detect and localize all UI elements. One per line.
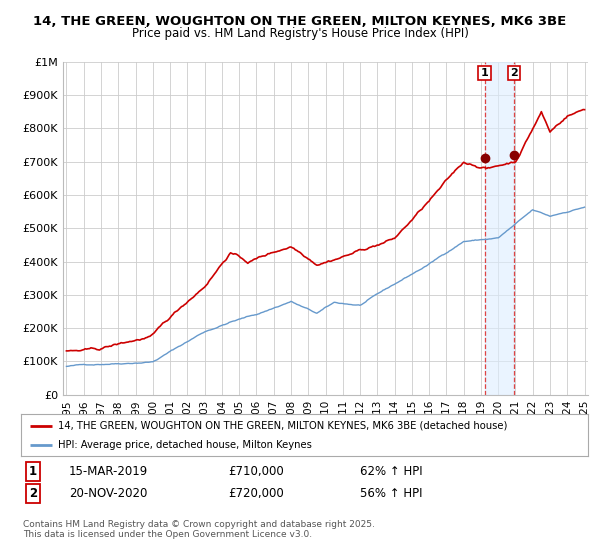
Text: Contains HM Land Registry data © Crown copyright and database right 2025.
This d: Contains HM Land Registry data © Crown c… — [23, 520, 374, 539]
Text: 62% ↑ HPI: 62% ↑ HPI — [360, 465, 422, 478]
Text: HPI: Average price, detached house, Milton Keynes: HPI: Average price, detached house, Milt… — [58, 440, 312, 450]
Text: 56% ↑ HPI: 56% ↑ HPI — [360, 487, 422, 501]
Text: Price paid vs. HM Land Registry's House Price Index (HPI): Price paid vs. HM Land Registry's House … — [131, 27, 469, 40]
Bar — [485, 62, 514, 395]
Text: 1: 1 — [29, 465, 37, 478]
Text: 20-NOV-2020: 20-NOV-2020 — [69, 487, 148, 501]
Text: 14, THE GREEN, WOUGHTON ON THE GREEN, MILTON KEYNES, MK6 3BE (detached house): 14, THE GREEN, WOUGHTON ON THE GREEN, MI… — [58, 421, 507, 431]
Text: 2: 2 — [29, 487, 37, 501]
Text: 2: 2 — [510, 68, 518, 78]
Text: 15-MAR-2019: 15-MAR-2019 — [69, 465, 148, 478]
Text: £710,000: £710,000 — [228, 465, 284, 478]
Text: 14, THE GREEN, WOUGHTON ON THE GREEN, MILTON KEYNES, MK6 3BE: 14, THE GREEN, WOUGHTON ON THE GREEN, MI… — [34, 15, 566, 27]
Text: £720,000: £720,000 — [228, 487, 284, 501]
Text: 1: 1 — [481, 68, 488, 78]
